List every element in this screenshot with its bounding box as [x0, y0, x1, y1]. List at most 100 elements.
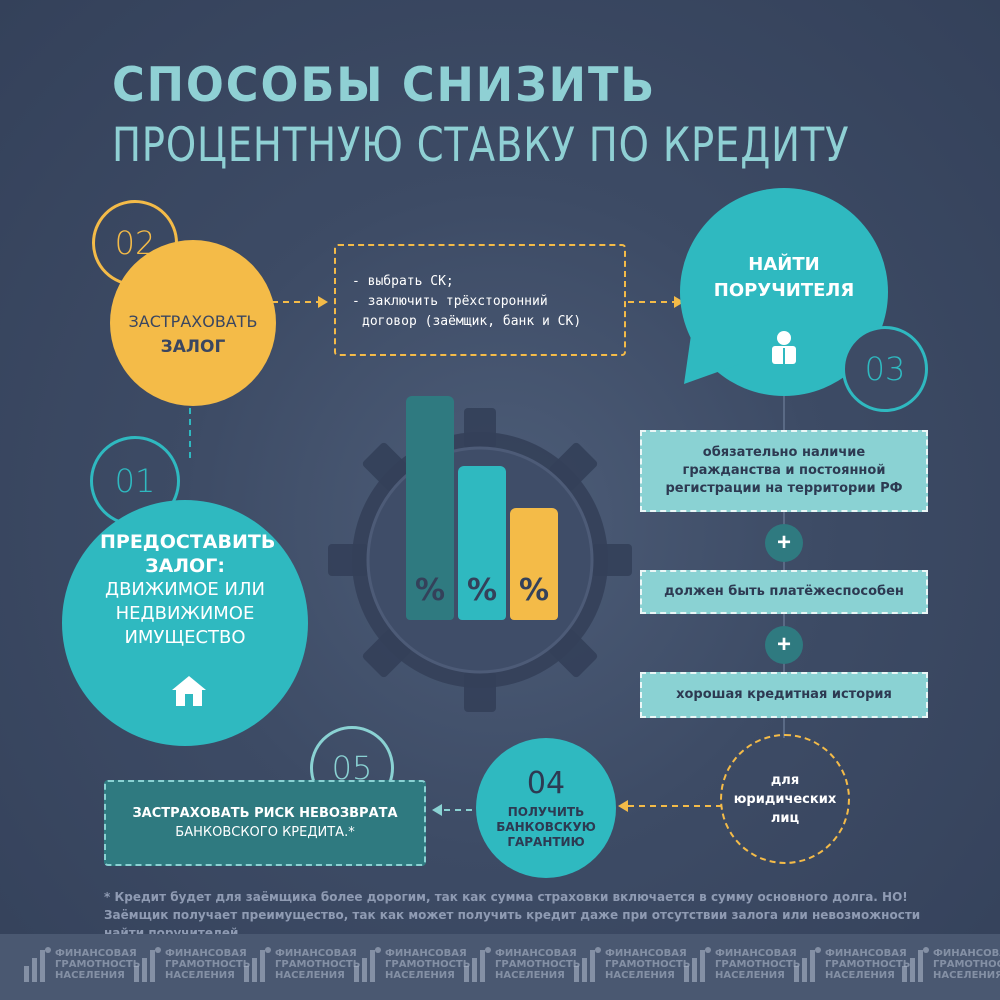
- logo-line: ГРАМОТНОСТЬ: [55, 958, 141, 970]
- logo-icon: [464, 947, 491, 982]
- logo-line: НАСЕЛЕНИЯ: [605, 969, 675, 981]
- step-03-line1: НАЙТИ: [748, 254, 820, 275]
- footer-logo: ФИНАНСОВАЯ ГРАМОТНОСТЬ НАСЕЛЕНИЯ: [900, 944, 1000, 984]
- logo-line: ФИНАНСОВАЯ: [495, 947, 577, 959]
- footnote: * Кредит будет для заёмщика более дороги…: [104, 890, 921, 940]
- logo-line: ФИНАНСОВАЯ: [933, 947, 1000, 959]
- logo-icon: [684, 947, 711, 982]
- logo-line: ГРАМОТНОСТЬ: [165, 958, 251, 970]
- requirement-credit-history: хорошая кредитная история: [640, 672, 928, 718]
- logo-line: ГРАМОТНОСТЬ: [933, 958, 1000, 970]
- step-03-bubble: [680, 188, 888, 396]
- logo-line: НАСЕЛЕНИЯ: [715, 969, 785, 981]
- step-05-box: [104, 780, 426, 866]
- step-01-number: 01: [90, 436, 180, 526]
- step-05-line2: БАНКОВСКОГО КРЕДИТА.*: [175, 825, 355, 840]
- requirement-solvent: должен быть платёжеспособен: [640, 570, 928, 614]
- logo-line: НАСЕЛЕНИЯ: [933, 969, 1000, 981]
- page-title-line2: ПРОЦЕНТНУЮ СТАВКУ ПО КРЕДИТУ: [112, 118, 850, 173]
- bar-low: %: [510, 508, 558, 620]
- step-01-number-text: 01: [114, 462, 156, 500]
- step-02-notes-box: - выбрать СК; - заключить трёхсторонний …: [334, 244, 626, 356]
- house-icon: [172, 676, 206, 706]
- note-line: договор (заёмщик, банк и СК): [362, 314, 582, 329]
- footer-logo: ФИНАНСОВАЯ ГРАМОТНОСТЬ НАСЕЛЕНИЯ: [242, 944, 360, 984]
- logo-line: НАСЕЛЕНИЯ: [385, 969, 455, 981]
- logo-line: НАСЕЛЕНИЯ: [495, 969, 565, 981]
- logo-icon: [134, 947, 161, 982]
- plus-icon: +: [765, 626, 803, 664]
- logo-line: ФИНАНСОВАЯ: [715, 947, 797, 959]
- step-03-text: НАЙТИ ПОРУЧИТЕЛЯ: [684, 252, 884, 304]
- percent-label: %: [466, 573, 498, 608]
- step-02-line1: ЗАСТРАХОВАТЬ: [128, 311, 258, 331]
- logo-line: ФИНАНСОВАЯ: [605, 947, 687, 959]
- logo-line: НАСЕЛЕНИЯ: [165, 969, 235, 981]
- step-01-line: НЕДВИЖИМОЕ: [115, 603, 255, 624]
- step-05-text: ЗАСТРАХОВАТЬ РИСК НЕВОЗВРАТА БАНКОВСКОГО…: [104, 780, 426, 866]
- logo-line: НАСЕЛЕНИЯ: [275, 969, 345, 981]
- logo-line: НАСЕЛЕНИЯ: [55, 969, 125, 981]
- logo-icon: [354, 947, 381, 982]
- step-04-text: 04 ПОЛУЧИТЬ БАНКОВСКУЮ ГАРАНТИЮ: [476, 742, 616, 874]
- legal-line: лиц: [770, 810, 800, 826]
- logo-line: ФИНАНСОВАЯ: [825, 947, 907, 959]
- legal-line: юридических: [733, 791, 837, 807]
- requirement-text: должен быть платёжеспособен: [664, 584, 904, 599]
- logo-icon: [24, 947, 51, 982]
- step-03-number-text: 03: [864, 350, 906, 388]
- footer-logo: ФИНАНСОВАЯ ГРАМОТНОСТЬ НАСЕЛЕНИЯ: [572, 944, 690, 984]
- legal-line: для: [770, 772, 800, 788]
- logo-line: ГРАМОТНОСТЬ: [495, 958, 581, 970]
- bar-high: %: [406, 396, 454, 620]
- footer-logo: ФИНАНСОВАЯ ГРАМОТНОСТЬ НАСЕЛЕНИЯ: [682, 944, 800, 984]
- footer-logo: ФИНАНСОВАЯ ГРАМОТНОСТЬ НАСЕЛЕНИЯ: [352, 944, 470, 984]
- step-04-line: БАНКОВСКУЮ: [496, 820, 596, 834]
- step-01-line: ИМУЩЕСТВО: [124, 627, 246, 648]
- page-title-line1: СПОСОБЫ СНИЗИТЬ: [112, 58, 657, 113]
- note-line: - заключить трёхсторонний: [352, 294, 548, 309]
- requirement-text: обязательно наличие гражданства и постоя…: [665, 445, 903, 496]
- logo-line: ГРАМОТНОСТЬ: [275, 958, 361, 970]
- logo-icon: [574, 947, 601, 982]
- requirement-citizenship: обязательно наличие гражданства и постоя…: [640, 430, 928, 512]
- legal-entities-circle: [720, 734, 850, 864]
- step-04-number: 04: [526, 766, 566, 801]
- footer-logo: ФИНАНСОВАЯ ГРАМОТНОСТЬ НАСЕЛЕНИЯ: [462, 944, 580, 984]
- logo-icon: [794, 947, 821, 982]
- step-01-line: ДВИЖИМОЕ ИЛИ: [105, 579, 265, 600]
- step-02-text: ЗАСТРАХОВАТЬ ЗАЛОГ: [110, 240, 276, 406]
- step-04-line: ГАРАНТИЮ: [507, 835, 585, 849]
- percent-label: %: [518, 573, 550, 608]
- logo-line: ФИНАНСОВАЯ: [55, 947, 137, 959]
- logo-line: ФИНАНСОВАЯ: [165, 947, 247, 959]
- percent-label: %: [414, 573, 446, 608]
- step-03-line2: ПОРУЧИТЕЛЯ: [713, 280, 855, 301]
- legal-entities-text: для юридических лиц: [720, 734, 850, 864]
- logo-line: ГРАМОТНОСТЬ: [385, 958, 471, 970]
- step-01-title: ПРЕДОСТАВИТЬ ЗАЛОГ:: [100, 531, 276, 577]
- step-01-text: ПРЕДОСТАВИТЬ ЗАЛОГ: ДВИЖИМОЕ ИЛИ НЕДВИЖИ…: [62, 530, 308, 650]
- logo-line: НАСЕЛЕНИЯ: [825, 969, 895, 981]
- bar-mid: %: [458, 466, 506, 620]
- logo-icon: [902, 947, 929, 982]
- step-02-circle: [110, 240, 276, 406]
- logo-line: ГРАМОТНОСТЬ: [715, 958, 801, 970]
- step-04-line: ПОЛУЧИТЬ: [507, 805, 585, 819]
- step-05-line1: ЗАСТРАХОВАТЬ РИСК НЕВОЗВРАТА: [132, 806, 398, 821]
- logo-line: ГРАМОТНОСТЬ: [825, 958, 911, 970]
- plus-text: +: [776, 529, 791, 556]
- footer-logo: ФИНАНСОВАЯ ГРАМОТНОСТЬ НАСЕЛЕНИЯ: [22, 944, 140, 984]
- requirement-text: хорошая кредитная история: [676, 687, 892, 702]
- logo-line: ФИНАНСОВАЯ: [275, 947, 357, 959]
- footer-logo: ФИНАНСОВАЯ ГРАМОТНОСТЬ НАСЕЛЕНИЯ: [792, 944, 910, 984]
- note-line: - выбрать СК;: [352, 274, 454, 289]
- plus-icon: +: [765, 524, 803, 562]
- step-03-number: 03: [842, 326, 928, 412]
- footer-band: ФИНАНСОВАЯ ГРАМОТНОСТЬ НАСЕЛЕНИЯ ФИНАНСО…: [0, 934, 1000, 1000]
- logo-line: ФИНАНСОВАЯ: [385, 947, 467, 959]
- step-02-line2: ЗАЛОГ: [160, 336, 226, 357]
- logo-icon: [244, 947, 271, 982]
- step-04-circle: [476, 738, 616, 878]
- plus-text: +: [776, 631, 791, 658]
